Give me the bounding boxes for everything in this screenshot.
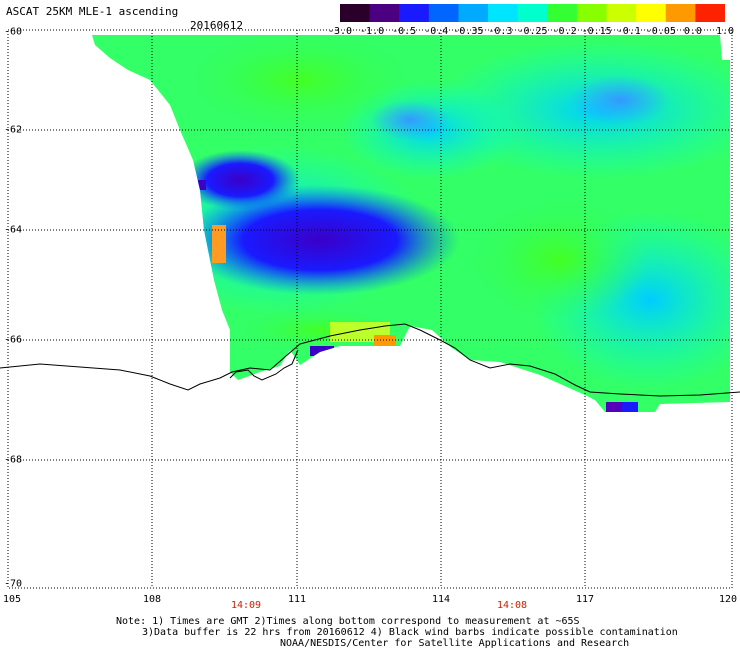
- colorbar-swatch: [695, 4, 725, 22]
- colorbar-labels: -3.0 -1.0 -0.5 -0.4 -0.35 -0.3 -0.25 -0.2 -0.15-…: [327, 26, 734, 40]
- lat-label: -70: [4, 578, 23, 590]
- map-date: 20160612: [190, 19, 243, 32]
- colorbar-label: -0.25: [517, 26, 548, 37]
- colorbar-label: -3.0: [327, 26, 353, 37]
- lon-label: 105: [2, 594, 22, 605]
- colorbar-swatch: [399, 4, 430, 22]
- colorbar-label: -0.05: [645, 26, 676, 37]
- colorbar: [340, 4, 725, 22]
- colorbar-label: -0.3: [488, 26, 513, 37]
- colorbar-swatch: [576, 4, 608, 22]
- lon-label: 120: [718, 594, 738, 605]
- colorbar-swatch: [428, 4, 459, 22]
- coastline: [0, 323, 740, 397]
- colorbar-swatch: [488, 4, 519, 22]
- lat-label: -60: [4, 26, 23, 38]
- colorbar-swatch: [458, 4, 489, 22]
- colorbar-label: -0.1: [616, 26, 641, 37]
- note-line-2: 3)Data buffer is 22 hrs from 20160612 4)…: [142, 627, 678, 638]
- colorbar-swatch: [517, 4, 548, 22]
- time-label: 14:09: [230, 600, 262, 611]
- colorbar-swatch: [369, 4, 400, 22]
- colorbar-label: -0.4: [424, 26, 449, 37]
- gridlines: [8, 30, 732, 588]
- colorbar-swatch: [636, 4, 667, 22]
- coastline-inner: [229, 349, 299, 381]
- colorbar-label: 0.0: [683, 26, 702, 37]
- lon-label: 111: [287, 594, 307, 605]
- colorbar-label: 1.0: [715, 26, 735, 37]
- note-line-1: Note: 1) Times are GMT 2)Times along bot…: [116, 616, 580, 627]
- colorbar-label: -0.2: [552, 26, 577, 37]
- lon-label: 117: [575, 594, 595, 605]
- colorbar-swatch: [606, 4, 637, 22]
- colorbar-label: -1.0: [360, 26, 385, 37]
- colorbar-label: -0.5: [392, 26, 417, 37]
- lat-label: -68: [4, 454, 23, 466]
- time-label: 14:08: [496, 600, 528, 611]
- lat-label: -62: [4, 124, 23, 136]
- map-title: ASCAT 25KM MLE-1 ascending: [6, 5, 179, 18]
- lat-label: -64: [4, 224, 23, 236]
- note-line-3: NOAA/NESDIS/Center for Satellite Applica…: [280, 638, 630, 649]
- colorbar-swatch: [547, 4, 578, 22]
- colorbar-label: -0.15: [581, 26, 612, 37]
- lon-label: 114: [431, 594, 451, 605]
- colorbar-swatch: [340, 4, 371, 22]
- colorbar-label: -0.35: [453, 26, 484, 37]
- lon-label: 108: [142, 594, 162, 605]
- wind-field: [92, 35, 730, 412]
- map-frame: [7, 29, 733, 589]
- colorbar-swatch: [665, 4, 696, 22]
- lat-label: -66: [4, 334, 23, 346]
